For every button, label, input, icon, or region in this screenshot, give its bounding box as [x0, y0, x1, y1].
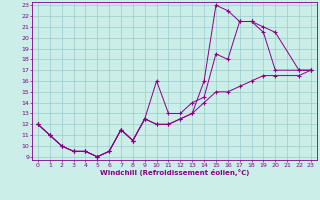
X-axis label: Windchill (Refroidissement éolien,°C): Windchill (Refroidissement éolien,°C) — [100, 169, 249, 176]
